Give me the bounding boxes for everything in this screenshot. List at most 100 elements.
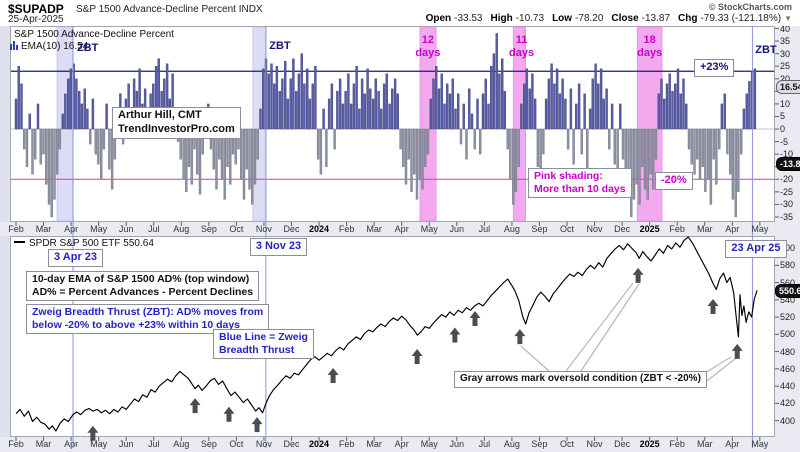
y-axis-strip	[775, 26, 800, 452]
month-label: Jun	[118, 439, 134, 449]
y-tick-label: 400	[780, 415, 796, 426]
month-labels-bottom: Feb Mar Apr May Jun Jul Aug Sep Oct Nov Dec 2024 Feb…	[0, 437, 800, 452]
month-label: Sep	[531, 439, 548, 449]
y-tick-label: 440	[780, 381, 796, 392]
copyright: © StockCharts.com	[708, 2, 792, 12]
chart-header: $SUPADP S&P 1500 Advance-Decline Percent…	[0, 0, 800, 26]
month-label: Jul	[147, 439, 160, 449]
y-tick-label: 20	[780, 73, 791, 84]
month-label: Feb	[8, 439, 24, 449]
month-label: Sep	[531, 224, 548, 234]
month-label: Oct	[559, 224, 575, 234]
month-label: Apr	[725, 439, 740, 449]
adp-legend-ema: EMA(10) 16.54	[10, 41, 88, 52]
month-label: 2025	[639, 439, 660, 449]
month-label: Jun	[449, 224, 465, 234]
adp-legend-title: S&P 1500 Advance-Decline Percent	[14, 29, 174, 40]
y-tick-label: -30	[780, 199, 794, 210]
month-label: 2024	[309, 224, 330, 234]
month-label: Feb	[669, 439, 685, 449]
month-label: Aug	[503, 439, 520, 449]
month-label: Nov	[255, 224, 272, 234]
month-label: May	[751, 224, 769, 234]
month-label: Mar	[697, 439, 713, 449]
month-label: Aug	[173, 439, 190, 449]
month-label: Aug	[503, 224, 520, 234]
y-tick-label: 0	[780, 124, 786, 135]
month-label: Apr	[64, 224, 79, 234]
month-label: Apr	[64, 439, 79, 449]
month-label: Oct	[229, 439, 244, 449]
y-tick-label: 560	[780, 277, 796, 288]
month-label: Mar	[35, 439, 52, 449]
ohlc-quote-bar: Open -33.53 High -10.73 Low -78.20 Close -13.87…	[418, 13, 792, 24]
quote-label: Chg	[678, 13, 698, 24]
month-labels-top: Feb Mar Apr May Jun Jul Aug Sep Oct Nov Dec 2024 Feb…	[0, 222, 800, 236]
y-tick-label: 35	[780, 36, 791, 47]
y-tick-label: 500	[780, 329, 796, 340]
ema-legend-label: EMA(10) 16.54	[21, 41, 89, 52]
quote-value: -79.33 (-121.18%)	[700, 13, 782, 24]
month-label: Nov	[255, 439, 272, 449]
month-label: Mar	[35, 224, 52, 234]
month-label: 2024	[309, 439, 330, 449]
month-label: Oct	[559, 439, 575, 449]
month-label: Jul	[478, 439, 491, 449]
y-tick-label: 540	[780, 294, 796, 305]
y-tick-label: 5	[780, 111, 786, 122]
quote-value: -13.87	[641, 13, 671, 24]
y-tick-label: 10	[780, 98, 791, 109]
month-label: Jun	[118, 224, 134, 234]
y-tick-label: -35	[780, 211, 794, 222]
y-tick-label: 600	[780, 243, 796, 254]
month-label: May	[420, 439, 438, 449]
adp-panel	[10, 26, 775, 222]
y-tick-label: -5	[780, 136, 789, 147]
month-label: Mar	[697, 224, 713, 234]
month-label: Oct	[229, 224, 244, 234]
month-label: Nov	[586, 224, 603, 234]
month-label: Mar	[366, 439, 382, 449]
line-swatch-icon	[14, 241, 25, 243]
quote-value: -78.20	[575, 13, 604, 24]
y-tick-label: 40	[780, 23, 791, 34]
x-axis-strip-top	[0, 222, 800, 236]
quote-label: Close	[611, 13, 639, 24]
month-label: May	[751, 439, 769, 449]
y-tick-label: 30	[780, 48, 791, 59]
month-label: Apr	[725, 224, 740, 234]
y-tick-label: 580	[780, 260, 796, 271]
month-label: Feb	[338, 439, 355, 449]
month-label: Dec	[283, 224, 300, 234]
quote-label: Open	[425, 13, 452, 24]
y-tick-label: -25	[780, 186, 794, 197]
y-tick-label: 520	[780, 312, 796, 323]
month-label: Nov	[586, 439, 603, 449]
month-label: Feb	[338, 224, 355, 234]
y-tick-label: 25	[780, 61, 791, 72]
month-label: Jul	[478, 224, 491, 234]
month-label: Dec	[614, 439, 631, 449]
spy-legend-label: SPDR S&P 500 ETF 550.64	[29, 238, 154, 249]
month-label: May	[90, 224, 108, 234]
quote-label: Low	[552, 13, 573, 24]
quote-value: -10.73	[515, 13, 545, 24]
symbol: $SUPADP	[8, 2, 64, 16]
close-value-bubble: -13.87	[776, 156, 800, 171]
month-label: 2025	[639, 224, 660, 234]
quote-dropdown-icon[interactable]: ▼	[784, 14, 792, 23]
month-label: Dec	[614, 224, 631, 234]
price-value-bubble: 550.64	[775, 283, 800, 298]
y-tick-label: -20	[780, 174, 794, 185]
y-tick-label: 460	[780, 363, 796, 374]
month-label: May	[90, 439, 108, 449]
month-label: Apr	[394, 224, 409, 234]
month-label: Feb	[8, 224, 24, 234]
month-label: May	[420, 224, 438, 234]
chart-date: 25-Apr-2025	[8, 14, 64, 25]
month-label: Jun	[449, 439, 465, 449]
month-label: Sep	[200, 439, 217, 449]
month-label: Aug	[173, 224, 190, 234]
month-label: Dec	[283, 439, 300, 449]
